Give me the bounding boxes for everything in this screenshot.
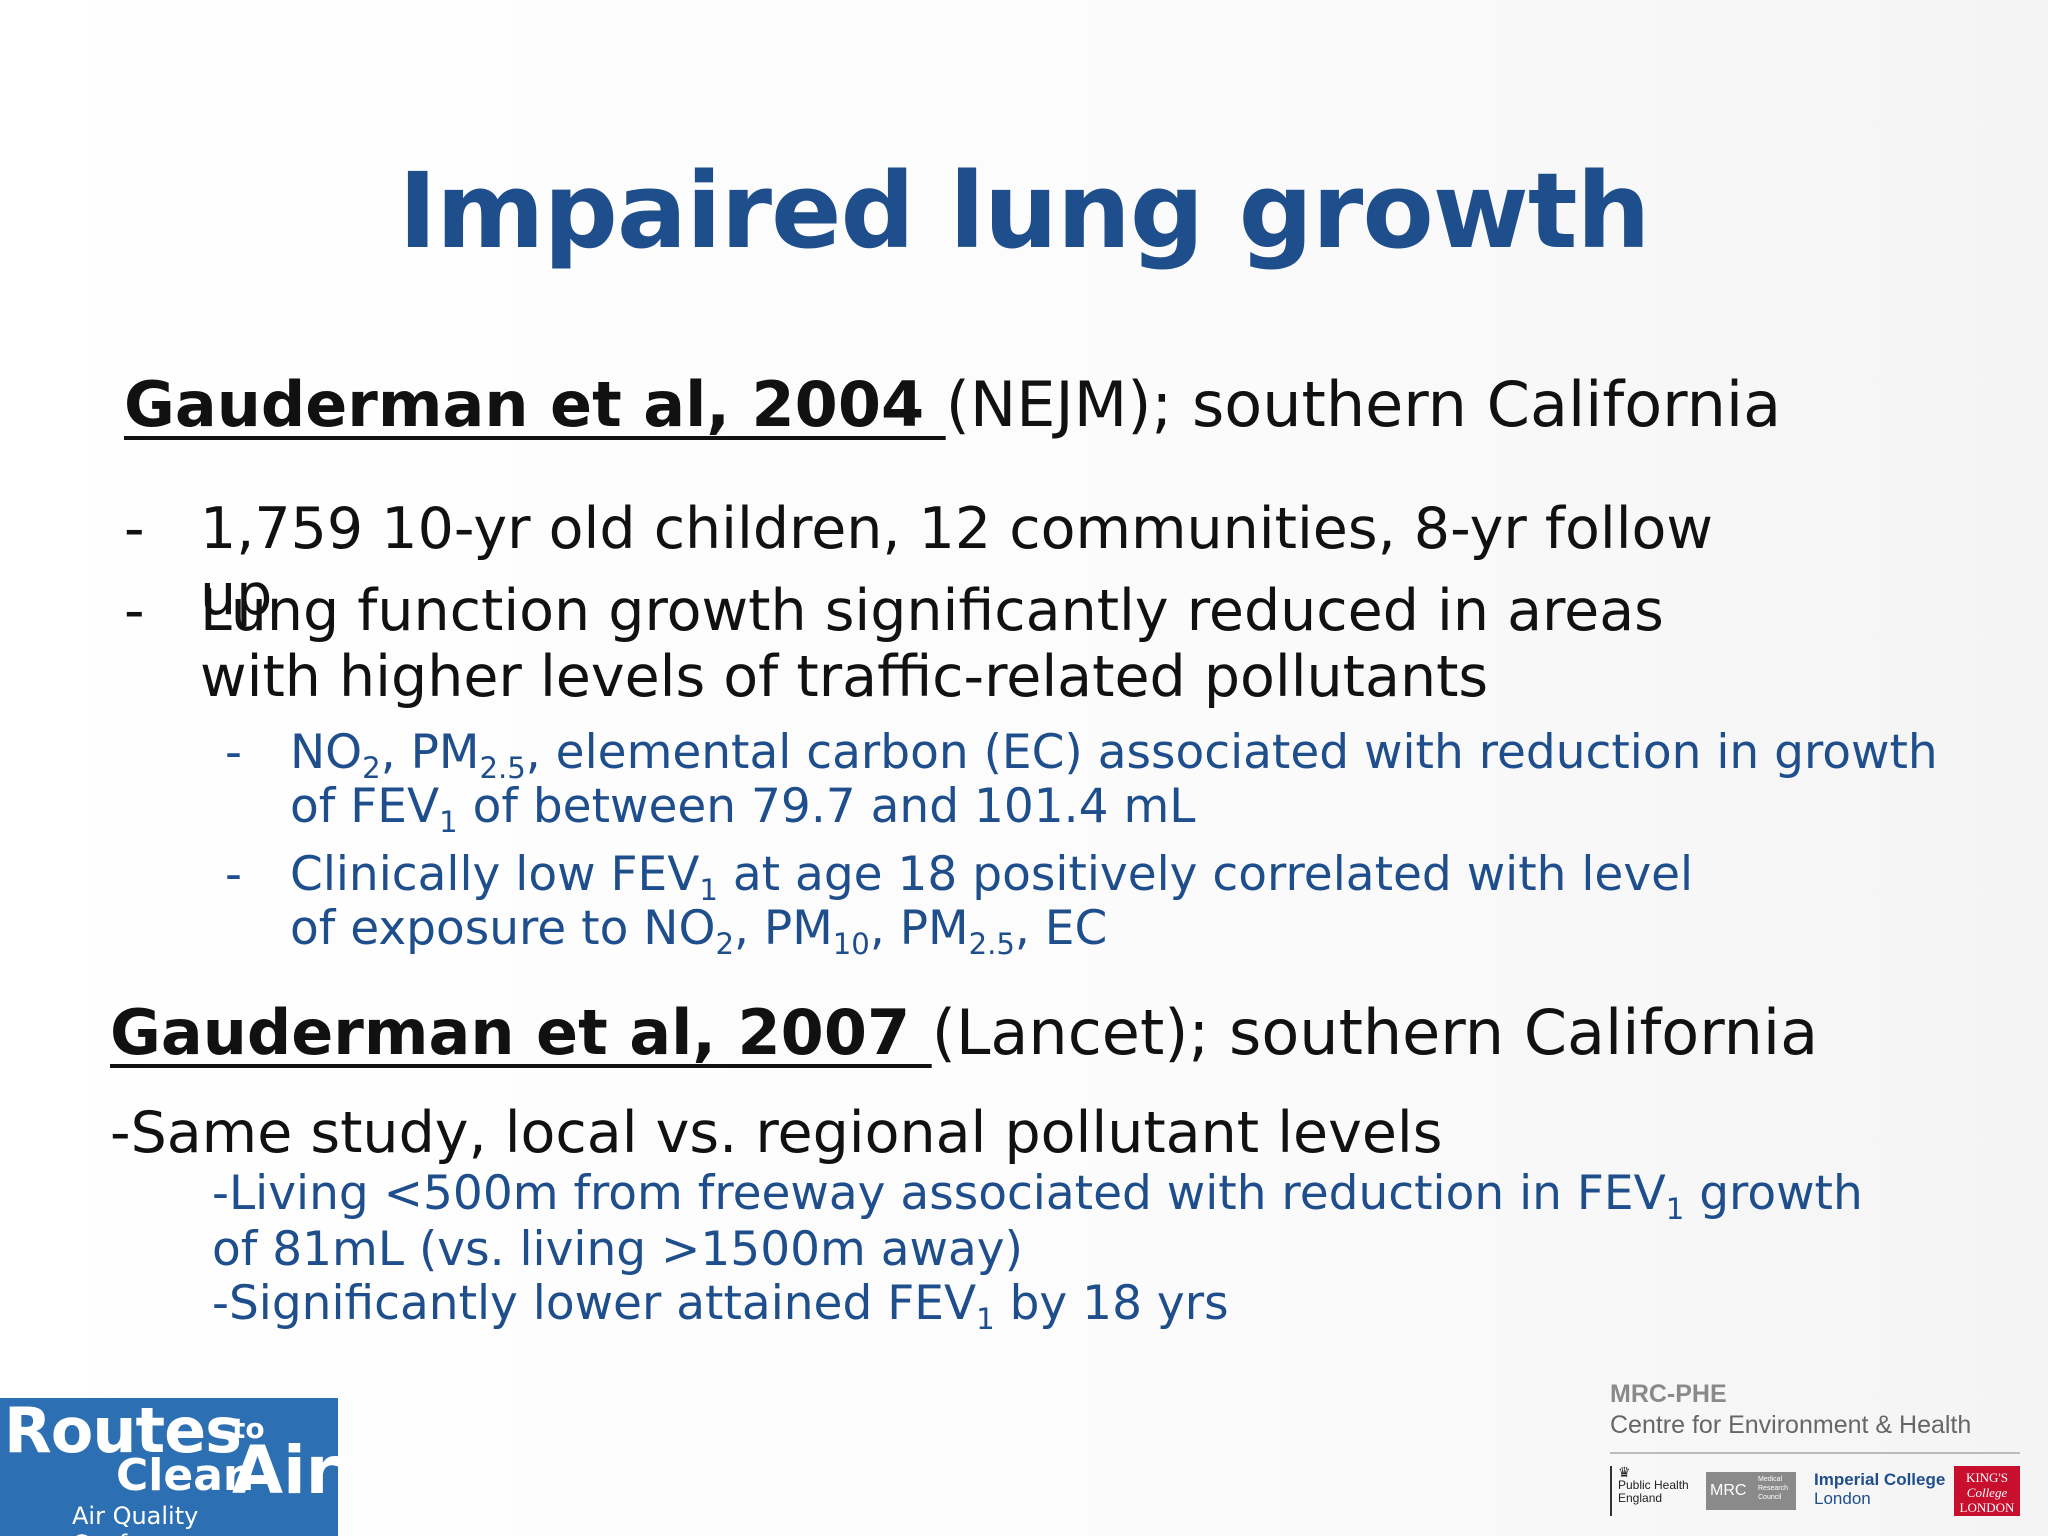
sub1-text-c: , elemental carbon (EC) associated with … xyxy=(290,725,1938,834)
sub2-subscript-b: 2 xyxy=(715,927,734,962)
crest-icon: ♛ xyxy=(1618,1464,1631,1480)
imperial-text-1: Imperial College xyxy=(1814,1470,1946,1489)
study1-source: (NEJM); southern California xyxy=(945,368,1782,441)
line4-subscript: 1 xyxy=(976,1302,995,1337)
sub2-subscript-d: 2.5 xyxy=(968,927,1015,962)
sub2-text-b: at age 18 positively correlated with lev… xyxy=(290,847,1694,956)
study2-line-1: -Same study, local vs. regional pollutan… xyxy=(110,1100,1443,1166)
study2-line-2: -Living <500m from freeway associated wi… xyxy=(212,1166,1863,1224)
bullet-2: - Lung function growth significantly red… xyxy=(124,578,1780,710)
study2-source: (Lancet); southern California xyxy=(931,996,1819,1069)
mrc-small-text: Medical Research Council xyxy=(1758,1475,1788,1502)
kcl-text-3: LONDON xyxy=(1959,1500,2015,1515)
study1-citation: Gauderman et al, 2004 xyxy=(124,368,946,441)
mrc-phe-subtitle: Centre for Environment & Health xyxy=(1610,1411,1972,1439)
sub1-subscript-c: 1 xyxy=(439,805,458,840)
sub2-subscript-c: 10 xyxy=(832,927,870,962)
logo-clean: Clean xyxy=(116,1450,255,1501)
bullet-dash: - xyxy=(124,578,145,644)
bullet-1: - 1,759 10-yr old children, 12 communiti… xyxy=(124,496,1800,628)
imperial-text-2: London xyxy=(1814,1489,1871,1508)
line4-text-b: by 18 yrs xyxy=(994,1276,1229,1331)
mrc-phe-block: MRC-PHE Centre for Environment & Health xyxy=(1610,1380,2020,1454)
phe-text-1: Public Health xyxy=(1618,1478,1689,1492)
logo-conference: Air Quality Conference xyxy=(72,1502,209,1536)
imperial-college-logo: Imperial College London xyxy=(1814,1470,1945,1508)
logo-routes: Routes xyxy=(4,1398,242,1467)
phe-text-2: England xyxy=(1618,1491,1663,1505)
line2-subscript: 1 xyxy=(1665,1192,1685,1227)
line4-text-a: -Significantly lower attained FEV xyxy=(212,1276,977,1331)
mrc-logo: MRC Medical Research Council xyxy=(1706,1472,1796,1510)
sub2-subscript-a: 1 xyxy=(699,873,718,908)
study2-citation: Gauderman et al, 2007 xyxy=(110,996,932,1069)
study2-line-3: of 81mL (vs. living >1500m away) xyxy=(212,1222,1023,1277)
logo-to: to xyxy=(232,1412,265,1445)
phe-logo: ♛ Public Health England xyxy=(1610,1464,1698,1516)
routes-to-clean-air-logo: Routes to Clean Air Air Quality Conferen… xyxy=(0,1398,338,1536)
sub1-subscript-b: 2.5 xyxy=(479,751,526,786)
sub2-text-c: , PM xyxy=(733,901,833,956)
sub2-text-e: , EC xyxy=(1014,901,1108,956)
mrc-small-3: Council xyxy=(1758,1494,1782,1501)
divider xyxy=(1610,1452,2020,1454)
mrc-small-1: Medical xyxy=(1758,1476,1783,1483)
bullet-2-text: Lung function growth significantly reduc… xyxy=(200,578,1664,710)
kings-college-logo: KING'S College LONDON xyxy=(1954,1466,2020,1516)
line2-text-a: -Living <500m from freeway associated wi… xyxy=(212,1166,1666,1221)
sub2-text-a: Clinically low FEV xyxy=(290,847,700,902)
bullet-dash: - xyxy=(124,496,145,562)
sub-bullet-dash: - xyxy=(225,725,242,780)
sub-bullet-1: - NO2, PM2.5, elemental carbon (EC) asso… xyxy=(225,725,1950,837)
partner-logos: ♛ Public Health England MRC Medical Rese… xyxy=(1610,1464,2024,1518)
logo-air: Air xyxy=(232,1432,338,1509)
kcl-text-2: College xyxy=(1966,1485,2008,1500)
slide-title: Impaired lung growth xyxy=(398,150,1650,272)
sub-bullet-dash: - xyxy=(225,847,242,902)
kcl-text-1: KING'S xyxy=(1965,1470,2009,1485)
mrc-phe-title: MRC-PHE xyxy=(1610,1380,1727,1408)
line2-text-b: growth xyxy=(1684,1166,1863,1221)
sub2-text-d: , PM xyxy=(869,901,969,956)
sub1-subscript-a: 2 xyxy=(362,751,381,786)
sub1-text-b: , PM xyxy=(380,725,480,780)
sub-bullet-2: - Clinically low FEV1 at age 18 positive… xyxy=(225,847,1750,959)
study2-line-4: -Significantly lower attained FEV1 by 18… xyxy=(212,1276,1229,1334)
sub1-text-a: NO xyxy=(290,725,363,780)
bullet-1-text: 1,759 10-yr old children, 12 communities… xyxy=(200,496,1714,628)
mrc-text: MRC xyxy=(1710,1482,1747,1499)
study1-heading: Gauderman et al, 2004 (NEJM); southern C… xyxy=(124,368,1781,441)
sub1-text-d: of between 79.7 and 101.4 mL xyxy=(457,779,1196,834)
study2-heading: Gauderman et al, 2007 (Lancet); southern… xyxy=(110,996,1818,1069)
mrc-small-2: Research xyxy=(1758,1485,1788,1492)
